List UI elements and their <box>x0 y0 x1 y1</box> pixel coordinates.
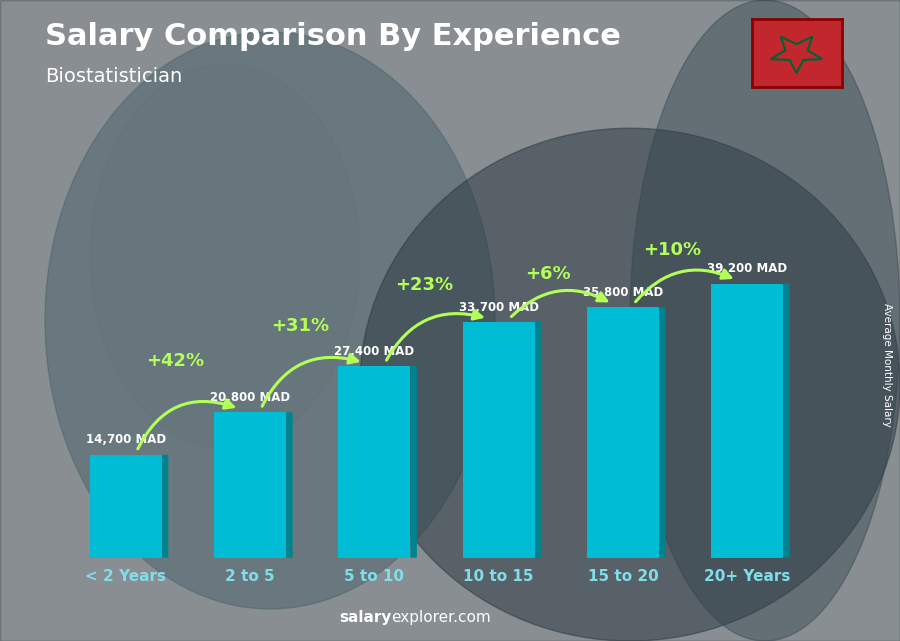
Text: +42%: +42% <box>147 353 204 370</box>
Text: +10%: +10% <box>644 241 702 259</box>
Text: +6%: +6% <box>526 265 572 283</box>
Polygon shape <box>535 322 541 558</box>
Polygon shape <box>659 307 665 558</box>
Ellipse shape <box>90 64 360 449</box>
Bar <box>90 455 162 558</box>
Text: Biostatistician: Biostatistician <box>45 67 182 87</box>
Bar <box>587 307 659 558</box>
Ellipse shape <box>630 0 900 641</box>
Text: 27,400 MAD: 27,400 MAD <box>334 345 414 358</box>
Ellipse shape <box>45 32 495 609</box>
Polygon shape <box>410 366 417 558</box>
Text: +23%: +23% <box>395 276 453 294</box>
Bar <box>463 322 535 558</box>
Text: 33,700 MAD: 33,700 MAD <box>459 301 538 313</box>
Text: 35,800 MAD: 35,800 MAD <box>583 286 663 299</box>
Bar <box>711 283 783 558</box>
Polygon shape <box>783 283 789 558</box>
Bar <box>214 412 286 558</box>
Text: salary: salary <box>339 610 392 625</box>
Text: 39,200 MAD: 39,200 MAD <box>707 262 788 275</box>
Ellipse shape <box>360 128 900 641</box>
Text: +31%: +31% <box>271 317 328 335</box>
Text: explorer.com: explorer.com <box>392 610 491 625</box>
Text: Average Monthly Salary: Average Monthly Salary <box>881 303 892 428</box>
Polygon shape <box>162 455 168 558</box>
Text: Salary Comparison By Experience: Salary Comparison By Experience <box>45 22 621 51</box>
Text: 20,800 MAD: 20,800 MAD <box>210 391 290 404</box>
Polygon shape <box>286 412 292 558</box>
Text: 14,700 MAD: 14,700 MAD <box>86 433 166 447</box>
Bar <box>338 366 410 558</box>
